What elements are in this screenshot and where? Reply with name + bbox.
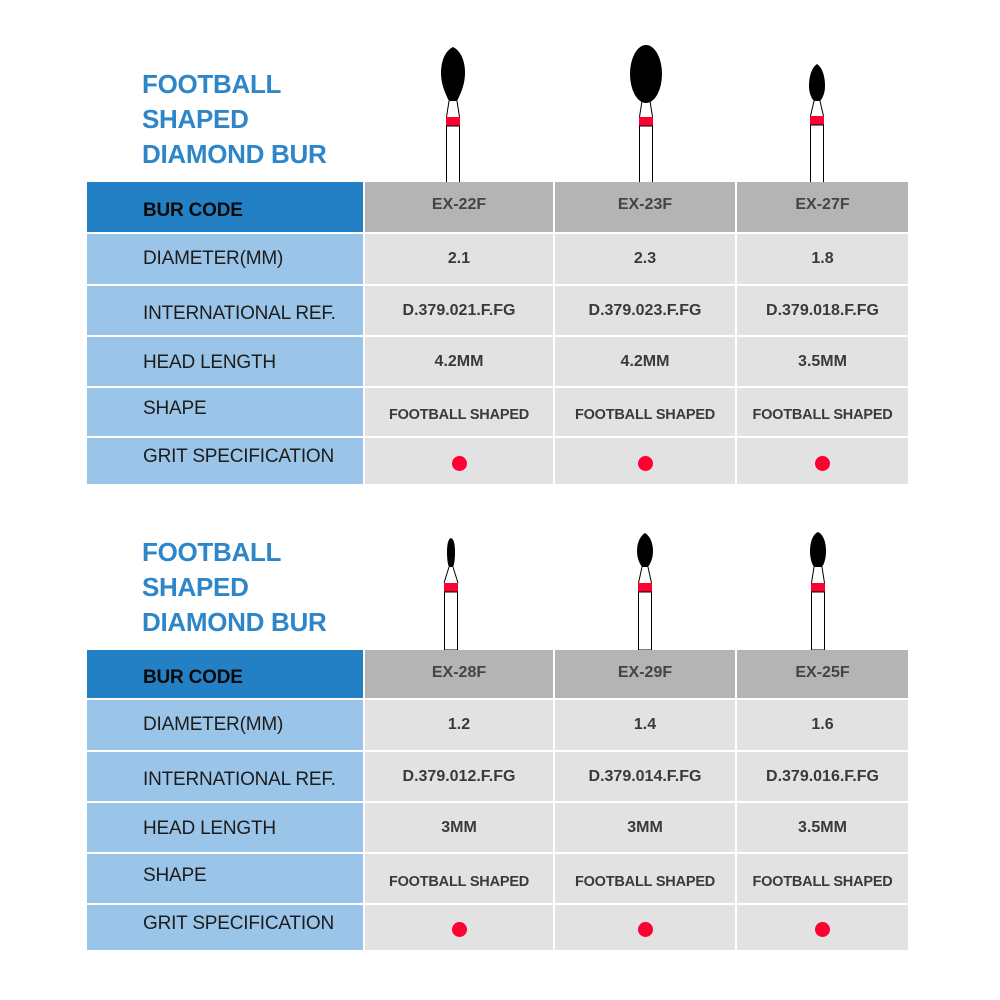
diameter-cell: 1.8 <box>737 234 908 284</box>
diameter-cell: 1.4 <box>555 700 735 750</box>
title-line: SHAPED <box>142 572 249 602</box>
diameter-cell: 1.2 <box>365 700 553 750</box>
shape-cell: FOOTBALL SHAPED <box>555 388 735 436</box>
shape-cell: FOOTBALL SHAPED <box>737 854 908 903</box>
row-label-bur-code: BUR CODE <box>87 650 363 698</box>
grit-cell <box>555 905 735 950</box>
row-label-international-ref: INTERNATIONAL REF. <box>87 286 363 335</box>
intl-ref-cell: D.379.016.F.FG <box>737 752 908 801</box>
bur-illustration-icon <box>809 64 825 184</box>
table-row: HEAD LENGTH 3MM 3MM 3.5MM <box>87 803 908 852</box>
shape-cell: FOOTBALL SHAPED <box>555 854 735 903</box>
diameter-cell: 2.3 <box>555 234 735 284</box>
red-dot-icon <box>637 455 653 471</box>
row-label-international-ref: INTERNATIONAL REF. <box>87 752 363 801</box>
bur-code-cell: EX-25F <box>737 650 908 698</box>
head-length-cell: 4.2MM <box>365 337 553 386</box>
table-row: DIAMETER(MM) 1.2 1.4 1.6 <box>87 700 908 750</box>
red-dot-icon <box>815 922 830 937</box>
row-label-diameter: DIAMETER(MM) <box>87 700 363 750</box>
intl-ref-cell: D.379.012.F.FG <box>365 752 553 801</box>
grit-cell <box>737 438 908 484</box>
head-length-cell: 3MM <box>365 803 553 852</box>
shape-cell: FOOTBALL SHAPED <box>365 854 553 903</box>
bur-illustration-icon <box>637 533 653 651</box>
row-label-shape: SHAPE <box>87 854 363 903</box>
table-header-row: BUR CODE EX-22F EX-23F EX-27F <box>87 182 908 232</box>
row-label-grit-specification: GRIT SPECIFICATION <box>87 905 363 950</box>
bur-illustration-icon <box>441 47 465 184</box>
bur-code-cell: EX-29F <box>555 650 735 698</box>
row-label-head-length: HEAD LENGTH <box>87 337 363 386</box>
shape-cell: FOOTBALL SHAPED <box>365 388 553 436</box>
intl-ref-cell: D.379.018.F.FG <box>737 286 908 335</box>
table-row: GRIT SPECIFICATION <box>87 438 908 484</box>
table-row: SHAPE FOOTBALL SHAPED FOOTBALL SHAPED FO… <box>87 388 908 436</box>
red-dot-icon <box>815 455 830 471</box>
head-length-cell: 3MM <box>555 803 735 852</box>
red-dot-icon <box>637 922 653 937</box>
row-label-bur-code: BUR CODE <box>87 182 363 232</box>
section-title: FOOTBALL SHAPED DIAMOND BUR <box>142 535 327 640</box>
red-dot-icon <box>451 922 467 937</box>
shape-cell: FOOTBALL SHAPED <box>737 388 908 436</box>
grit-cell <box>555 438 735 484</box>
intl-ref-cell: D.379.023.F.FG <box>555 286 735 335</box>
row-label-diameter: DIAMETER(MM) <box>87 234 363 284</box>
row-label-head-length: HEAD LENGTH <box>87 803 363 852</box>
section-title: FOOTBALL SHAPED DIAMOND BUR <box>142 67 327 172</box>
grit-cell <box>737 905 908 950</box>
title-line: DIAMOND BUR <box>142 607 327 637</box>
grit-cell <box>365 905 553 950</box>
table-row: INTERNATIONAL REF. D.379.021.F.FG D.379.… <box>87 286 908 335</box>
intl-ref-cell: D.379.021.F.FG <box>365 286 553 335</box>
row-label-shape: SHAPE <box>87 388 363 436</box>
title-line: FOOTBALL <box>142 69 282 99</box>
title-line: FOOTBALL <box>142 537 282 567</box>
intl-ref-cell: D.379.014.F.FG <box>555 752 735 801</box>
bur-illustration-icon <box>810 532 826 651</box>
bur-code-cell: EX-28F <box>365 650 553 698</box>
red-dot-icon <box>451 455 467 471</box>
title-line: DIAMOND BUR <box>142 139 327 169</box>
table-row: INTERNATIONAL REF. D.379.012.F.FG D.379.… <box>87 752 908 801</box>
bur-illustration-icon <box>443 538 459 651</box>
table-row: SHAPE FOOTBALL SHAPED FOOTBALL SHAPED FO… <box>87 854 908 903</box>
diameter-cell: 1.6 <box>737 700 908 750</box>
title-line: SHAPED <box>142 104 249 134</box>
table-row: GRIT SPECIFICATION <box>87 905 908 950</box>
bur-code-cell: EX-27F <box>737 182 908 232</box>
head-length-cell: 3.5MM <box>737 803 908 852</box>
bur-code-cell: EX-22F <box>365 182 553 232</box>
table-row: DIAMETER(MM) 2.1 2.3 1.8 <box>87 234 908 284</box>
table-row: HEAD LENGTH 4.2MM 4.2MM 3.5MM <box>87 337 908 386</box>
head-length-cell: 3.5MM <box>737 337 908 386</box>
head-length-cell: 4.2MM <box>555 337 735 386</box>
bur-code-cell: EX-23F <box>555 182 735 232</box>
grit-cell <box>365 438 553 484</box>
diameter-cell: 2.1 <box>365 234 553 284</box>
row-label-grit-specification: GRIT SPECIFICATION <box>87 438 363 484</box>
table-header-row: BUR CODE EX-28F EX-29F EX-25F <box>87 650 908 698</box>
bur-illustration-icon <box>630 45 662 184</box>
